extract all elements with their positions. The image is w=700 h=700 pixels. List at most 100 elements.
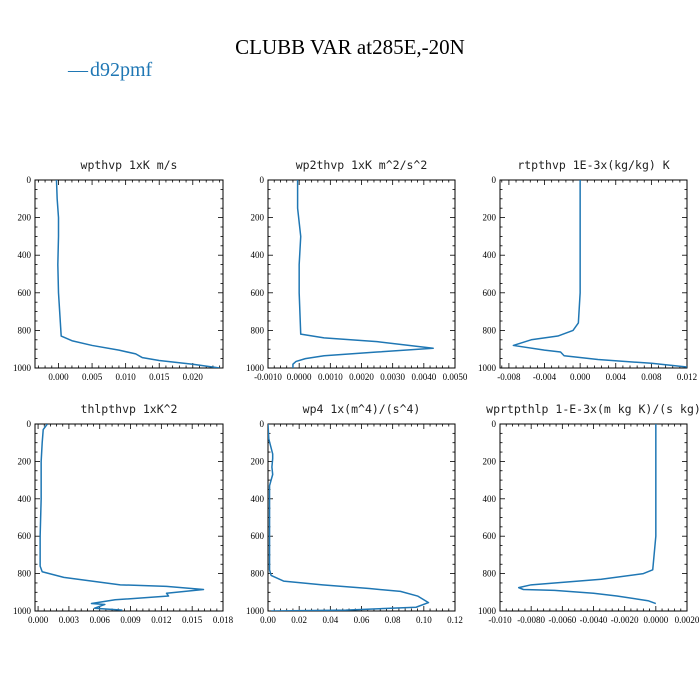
- y-tick-label: 600: [483, 288, 497, 298]
- x-tick-label: 0.08: [385, 615, 401, 625]
- x-tick-label: 0.012: [677, 372, 697, 382]
- x-tick-label: 0.0050: [443, 372, 468, 382]
- x-tick-label: 0.010: [116, 372, 137, 382]
- x-tick-label: 0.0020: [349, 372, 374, 382]
- plot-frame: [34, 423, 224, 612]
- y-tick-label: 800: [18, 325, 32, 335]
- series-line: [292, 180, 434, 368]
- y-tick-label: 1000: [13, 606, 32, 616]
- x-tick-label: -0.0040: [580, 615, 608, 625]
- panel-title: wpthvp 1xK m/s: [81, 158, 178, 172]
- y-tick-label: 600: [483, 531, 497, 541]
- series-line: [268, 424, 430, 611]
- y-tick-label: 0: [492, 419, 497, 429]
- y-tick-label: 400: [483, 250, 497, 260]
- series-line: [39, 424, 205, 611]
- y-tick-label: 400: [251, 250, 265, 260]
- y-tick-label: 200: [18, 213, 32, 223]
- x-tick-label: 0.020: [183, 372, 204, 382]
- x-tick-label: 0.006: [90, 615, 111, 625]
- plot-frame: [499, 179, 688, 369]
- series-line: [512, 180, 687, 368]
- panel-6: wprtpthlp 1-E-3x(m kg K)/(s kg) 0 200 400 60…: [478, 402, 700, 625]
- x-tick-label: -0.0020: [611, 615, 639, 625]
- x-tick-label: 0.0010: [318, 372, 343, 382]
- x-tick-label: -0.0060: [548, 615, 576, 625]
- x-tick-label: 0.00: [260, 615, 276, 625]
- y-tick-label: 200: [251, 213, 265, 223]
- x-tick-label: 0.10: [416, 615, 432, 625]
- y-tick-label: 600: [18, 288, 32, 298]
- y-tick-label: 400: [18, 250, 32, 260]
- y-tick-label: 200: [483, 213, 497, 223]
- x-tick-label: 0.004: [606, 372, 627, 382]
- x-tick-label: 0.008: [641, 372, 662, 382]
- y-tick-label: 1000: [246, 606, 265, 616]
- y-tick-label: 1000: [478, 606, 497, 616]
- y-tick-label: 800: [251, 325, 265, 335]
- plot-frame: [34, 179, 224, 369]
- x-tick-label: 0.018: [213, 615, 234, 625]
- x-tick-label: 0.000: [28, 615, 49, 625]
- x-tick-label: 0.02: [291, 615, 307, 625]
- plot-frame: [267, 179, 456, 369]
- x-tick-label: -0.0080: [517, 615, 545, 625]
- y-tick-label: 1000: [478, 363, 497, 373]
- x-tick-label: 0.003: [59, 615, 80, 625]
- y-tick-label: 200: [18, 456, 32, 466]
- panel-title: rtpthvp 1E-3x(kg/kg) K: [517, 158, 669, 172]
- panel-title: wp2thvp 1xK m^2/s^2: [296, 158, 428, 172]
- y-tick-label: 600: [251, 531, 265, 541]
- y-tick-label: 1000: [13, 363, 32, 373]
- y-tick-label: 0: [27, 175, 32, 185]
- panel-3: rtpthvp 1E-3x(kg/kg) K02004006008001000-…: [478, 158, 697, 382]
- y-tick-label: 400: [251, 494, 265, 504]
- y-tick-label: 1000: [246, 363, 265, 373]
- x-tick-label: -0.010: [488, 615, 512, 625]
- y-tick-label: 0: [492, 175, 497, 185]
- x-tick-label: 0.0000: [287, 372, 312, 382]
- x-tick-label: 0.0040: [411, 372, 436, 382]
- x-tick-label: -0.0010: [254, 372, 282, 382]
- y-tick-label: 0: [260, 175, 265, 185]
- x-tick-label: 0.0000: [643, 615, 668, 625]
- x-tick-label: 0.12: [447, 615, 463, 625]
- panel-title: thlpthvp 1xK^2: [81, 402, 178, 416]
- y-tick-label: 800: [483, 325, 497, 335]
- x-tick-label: 0.04: [322, 615, 338, 625]
- y-tick-label: 800: [483, 569, 497, 579]
- page-title: CLUBB VAR at285E,-20N: [235, 35, 465, 59]
- y-tick-label: 200: [483, 456, 497, 466]
- y-tick-label: 400: [18, 494, 32, 504]
- y-tick-label: 600: [251, 288, 265, 298]
- panel-2: wp2thvp 1xK m^2/s^2 0 200 400 600 800 1000-0.0…: [246, 158, 468, 382]
- y-tick-label: 400: [483, 494, 497, 504]
- panel-title: wprtpthlp 1-E-3x(m kg K)/(s kg): [486, 402, 700, 416]
- x-tick-label: 0.015: [149, 372, 170, 382]
- x-tick-label: -0.004: [533, 372, 557, 382]
- x-tick-label: 0.005: [82, 372, 103, 382]
- y-tick-label: 200: [251, 456, 265, 466]
- y-tick-label: 800: [251, 569, 265, 579]
- x-tick-label: 0.015: [182, 615, 203, 625]
- x-tick-label: -0.008: [497, 372, 521, 382]
- x-tick-label: 0.009: [120, 615, 141, 625]
- plot-frame: [499, 423, 688, 612]
- legend-label: d92pmf: [90, 59, 153, 81]
- panel-title: wp4 1x(m^4)/(s^4): [303, 402, 421, 416]
- series-line: [55, 180, 220, 368]
- y-tick-label: 0: [260, 419, 265, 429]
- panel-1: wpthvp 1xK m/s 0 200 400 600 800 1000 0.000 0.00…: [13, 158, 224, 382]
- legend-marker: —: [67, 59, 89, 81]
- y-tick-label: 0: [27, 419, 32, 429]
- x-tick-label: 0.0020: [675, 615, 700, 625]
- series-line: [517, 424, 657, 605]
- x-tick-label: 0.06: [354, 615, 370, 625]
- y-tick-label: 600: [18, 531, 32, 541]
- x-tick-label: 0.000: [48, 372, 69, 382]
- x-tick-label: 0.0030: [380, 372, 405, 382]
